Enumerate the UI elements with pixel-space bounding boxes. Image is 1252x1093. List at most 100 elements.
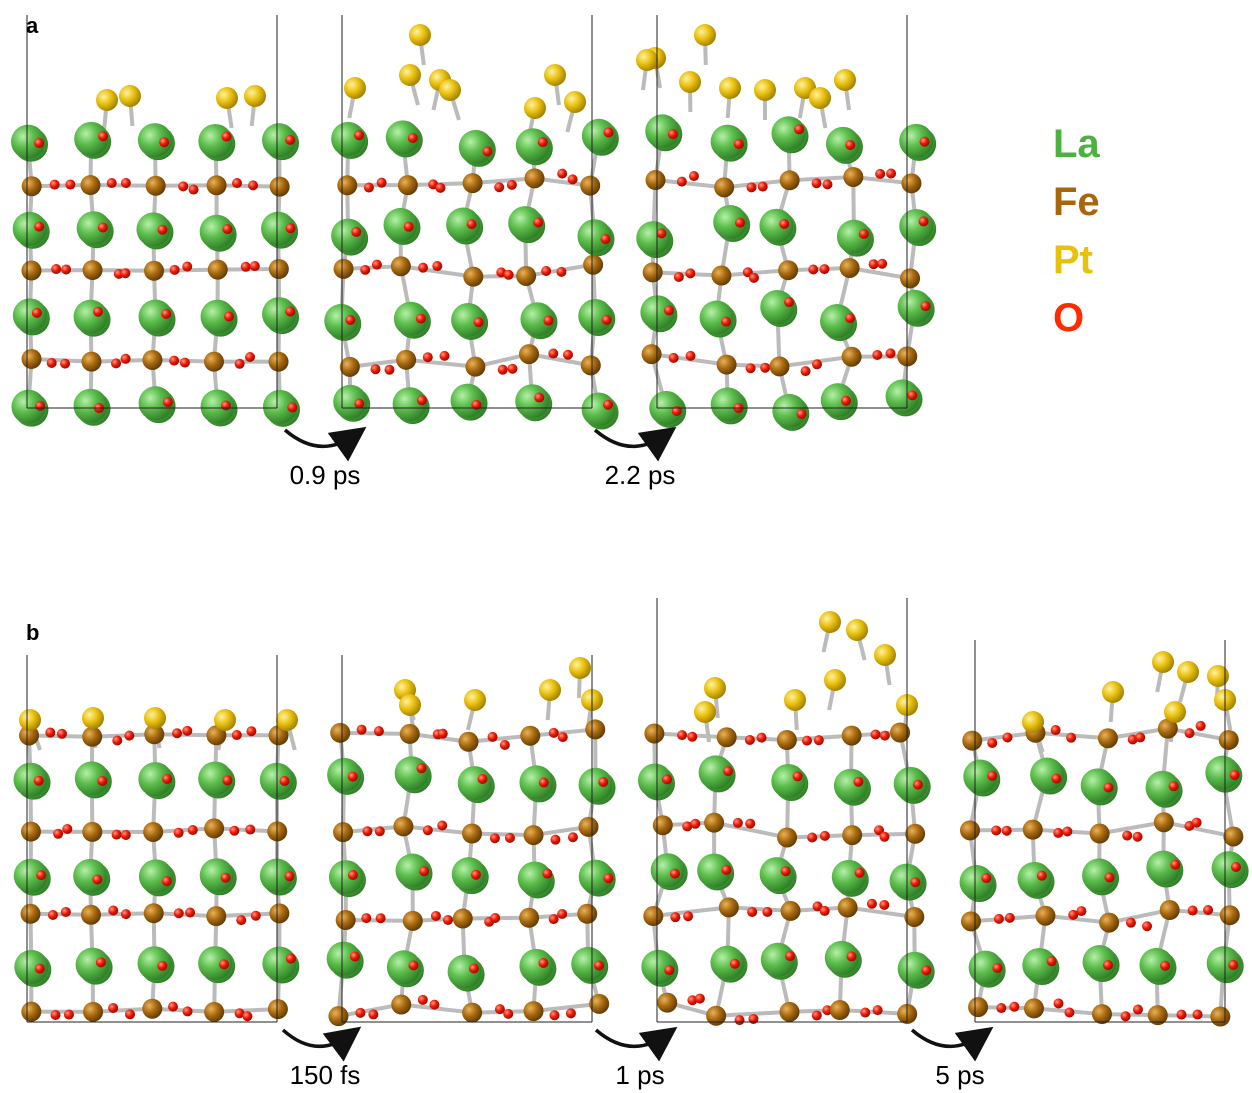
legend-label: Fe bbox=[1053, 180, 1100, 224]
atom bbox=[98, 222, 108, 232]
atom bbox=[730, 959, 740, 969]
atom bbox=[921, 965, 931, 975]
atom bbox=[886, 168, 896, 178]
structure bbox=[11, 15, 300, 427]
atom bbox=[505, 833, 515, 843]
atom bbox=[1135, 732, 1145, 742]
atom bbox=[221, 400, 231, 410]
atom bbox=[1176, 1010, 1186, 1020]
time-label: 1 ps bbox=[615, 1060, 664, 1090]
atom bbox=[642, 344, 662, 364]
atom bbox=[1051, 774, 1061, 784]
atom bbox=[458, 732, 478, 752]
atom bbox=[1098, 728, 1118, 748]
atom bbox=[801, 366, 811, 376]
atom bbox=[1160, 961, 1170, 971]
atom bbox=[683, 911, 693, 921]
atom bbox=[987, 738, 997, 748]
page: a b 0.9 ps2.2 ps150 fs1 ps5 psLaFePtO ((… bbox=[0, 0, 1252, 1093]
atom bbox=[431, 911, 441, 921]
atom bbox=[830, 1000, 850, 1020]
atom bbox=[779, 219, 789, 229]
atom bbox=[653, 815, 673, 835]
atom bbox=[794, 124, 804, 134]
atom bbox=[1023, 820, 1043, 840]
atom bbox=[467, 219, 477, 229]
atom bbox=[340, 357, 360, 377]
atom bbox=[664, 965, 674, 975]
arrow bbox=[285, 430, 355, 446]
atom bbox=[21, 1002, 41, 1022]
atom bbox=[162, 774, 172, 784]
structure bbox=[638, 598, 935, 1026]
atom bbox=[159, 137, 169, 147]
atom bbox=[694, 701, 716, 723]
atom bbox=[34, 138, 44, 148]
atom bbox=[337, 175, 357, 195]
atom bbox=[120, 268, 130, 278]
atom bbox=[669, 353, 679, 363]
atom bbox=[47, 358, 57, 368]
atom bbox=[83, 260, 103, 280]
atom bbox=[719, 77, 741, 99]
atom bbox=[214, 709, 236, 731]
atom bbox=[747, 182, 757, 192]
atom bbox=[516, 266, 536, 286]
atom bbox=[494, 182, 504, 192]
atom bbox=[704, 677, 726, 699]
atom bbox=[419, 866, 429, 876]
atom bbox=[636, 221, 670, 255]
atom bbox=[679, 71, 701, 93]
atom bbox=[377, 178, 387, 188]
structure bbox=[636, 15, 936, 431]
atom bbox=[880, 832, 890, 842]
atom bbox=[285, 871, 295, 881]
atom bbox=[777, 730, 797, 750]
atom bbox=[269, 352, 289, 372]
atom bbox=[336, 910, 356, 930]
arrow bbox=[283, 1030, 350, 1046]
atom bbox=[808, 265, 818, 275]
atom bbox=[82, 727, 102, 747]
atom bbox=[469, 964, 479, 974]
atom bbox=[784, 297, 794, 307]
atom bbox=[677, 730, 687, 740]
atom bbox=[1185, 728, 1195, 738]
atom bbox=[241, 262, 251, 272]
atom bbox=[1122, 831, 1132, 841]
atom bbox=[754, 79, 776, 101]
arrow bbox=[595, 430, 665, 446]
atom bbox=[370, 364, 380, 374]
atom bbox=[268, 999, 288, 1019]
atom bbox=[451, 384, 485, 418]
atom bbox=[51, 264, 61, 274]
atom bbox=[1053, 828, 1063, 838]
bond bbox=[656, 180, 725, 187]
atom bbox=[543, 316, 553, 326]
atom bbox=[771, 764, 805, 798]
atom bbox=[81, 352, 101, 372]
atom bbox=[178, 181, 188, 191]
atom bbox=[846, 619, 868, 641]
atom bbox=[111, 358, 121, 368]
atom bbox=[93, 307, 103, 317]
atom bbox=[490, 913, 500, 923]
atom bbox=[996, 1003, 1006, 1013]
atom bbox=[440, 351, 450, 361]
atom bbox=[1005, 913, 1015, 923]
atom bbox=[1047, 956, 1057, 966]
atom bbox=[886, 348, 896, 358]
atom bbox=[188, 825, 198, 835]
atom bbox=[62, 824, 72, 834]
atom bbox=[544, 64, 566, 86]
atom bbox=[714, 177, 734, 197]
atom bbox=[519, 344, 539, 364]
atom bbox=[784, 689, 806, 711]
atom bbox=[1062, 826, 1072, 836]
atom bbox=[745, 819, 755, 829]
atom bbox=[364, 183, 374, 193]
atom bbox=[541, 266, 551, 276]
atom bbox=[533, 217, 543, 227]
atom bbox=[777, 827, 797, 847]
atom bbox=[61, 264, 71, 274]
